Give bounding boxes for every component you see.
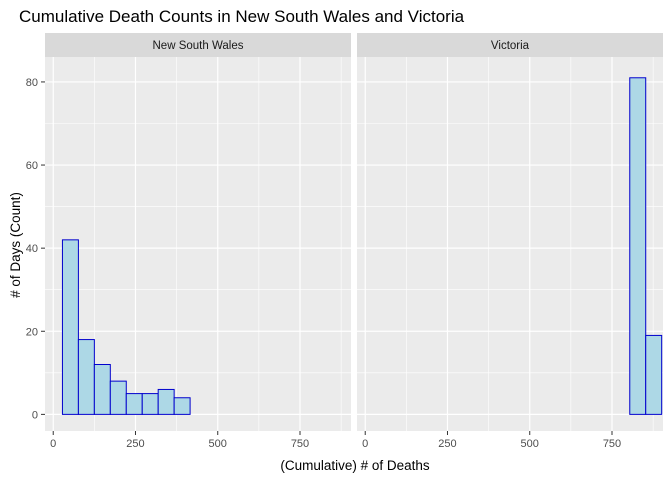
- histogram-bar: [645, 334, 663, 415]
- y-tick-label: 60: [26, 160, 38, 172]
- histogram-bar: [141, 393, 159, 415]
- plot-panel-background: [357, 57, 663, 431]
- y-axis-title: # of Days (Count): [8, 192, 23, 298]
- facet-strip-label: Victoria: [491, 40, 530, 52]
- histogram-bar: [629, 77, 647, 415]
- histogram-bar: [173, 397, 191, 415]
- histogram-bar: [157, 388, 175, 415]
- x-tick-label: 500: [209, 438, 227, 450]
- histogram-bar: [109, 380, 127, 415]
- y-tick-label: 20: [26, 326, 38, 338]
- facet-strip: [357, 33, 663, 57]
- y-tick-label: 40: [26, 243, 38, 255]
- chart-title: Cumulative Death Counts in New South Wal…: [19, 7, 465, 26]
- x-tick-label: 250: [438, 438, 456, 450]
- facet-panel-1: New South Wales 0 250 500 750: [45, 33, 351, 450]
- histogram-bar: [77, 339, 95, 415]
- y-tick-label: 0: [32, 409, 38, 421]
- x-tick-label: 750: [603, 438, 621, 450]
- x-tick-label: 250: [126, 438, 144, 450]
- x-tick-label: 0: [50, 438, 56, 450]
- x-axis-title: (Cumulative) # of Deaths: [280, 458, 430, 473]
- facet-strip: [45, 33, 351, 57]
- y-tick-label: 80: [26, 77, 38, 89]
- histogram-bar: [93, 364, 111, 415]
- facet-panel-2: Victoria 0 250 500 750: [357, 33, 663, 450]
- x-tick-label: 750: [291, 438, 309, 450]
- facet-strip-label: New South Wales: [153, 40, 244, 52]
- histogram-bar: [61, 239, 79, 415]
- x-tick-label: 500: [521, 438, 539, 450]
- x-tick-label: 0: [362, 438, 368, 450]
- histogram-bar: [125, 393, 143, 415]
